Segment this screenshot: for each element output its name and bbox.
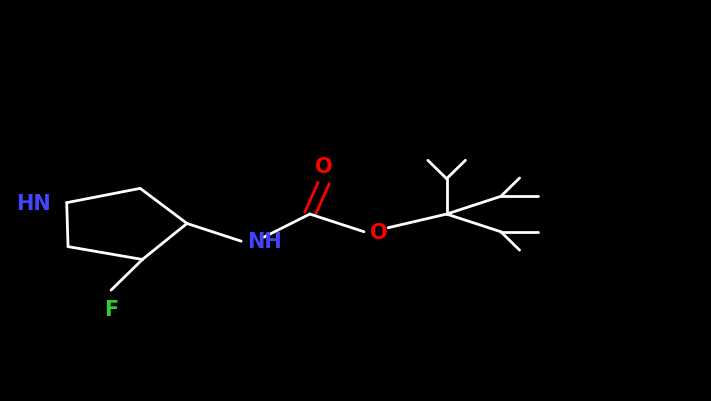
Text: F: F [104,299,118,319]
Text: HN: HN [16,193,51,213]
Text: O: O [370,222,387,242]
Text: NH: NH [247,232,282,251]
Text: O: O [315,157,333,177]
